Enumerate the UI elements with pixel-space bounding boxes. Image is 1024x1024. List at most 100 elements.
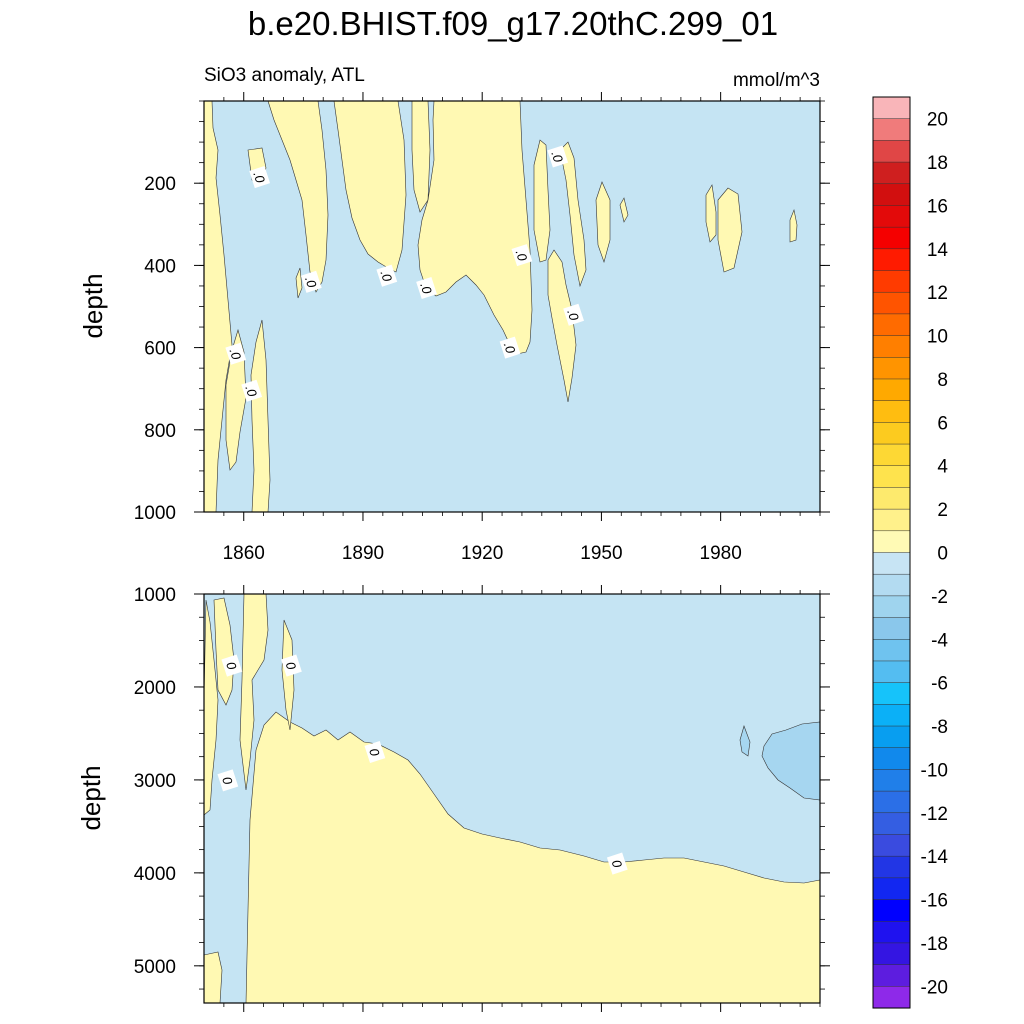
contour-label: 0 [364,740,386,764]
colorbar-swatch [872,96,911,120]
upper-anomaly-region [559,141,587,288]
colorbar-tick-label: -20 [921,977,948,998]
colorbar-swatch [872,465,911,488]
colorbar-swatch [872,183,911,207]
x-tick-label: 1980 [700,543,742,564]
colorbar-swatch [872,508,911,532]
y-tick-label: 1000 [134,585,176,606]
colorbar-swatch [872,530,911,554]
x-tick-label: 1890 [342,543,384,564]
upper-anomaly-region [295,267,303,299]
panel-subtitle-right: mmol/m^3 [733,70,820,91]
colorbar-swatch [872,704,911,727]
colorbar-tick-label: 12 [927,283,948,304]
colorbar-tick-label: 0 [937,544,948,565]
contour-label: .0 [300,270,322,293]
colorbar-swatch [872,877,911,901]
contour-label-background [511,244,533,267]
colorbar-swatch [872,270,911,293]
colorbar-swatch [872,964,911,987]
lower-negative-anomaly-region [761,721,821,801]
colorbar-swatch [872,942,911,966]
contour-label: 0 [221,654,243,677]
chart-title: b.e20.BHIST.f09_g17.20thC.299_01 [248,5,778,42]
contour-label: .0 [376,264,398,287]
colorbar-swatch [872,335,911,358]
contour-label-background [606,852,628,875]
contour-label-background [563,303,584,326]
panel-subtitle-left: SiO3 anomaly, ATL [204,65,365,86]
colorbar-tick-label: 14 [927,240,949,261]
colorbar-swatch [872,248,911,272]
y-tick-label: 4000 [134,864,176,885]
colorbar-tick-label: -18 [921,934,948,955]
y-tick-label: 5000 [134,957,176,978]
colorbar-swatch [872,595,911,619]
contour-label-background [221,654,243,677]
colorbar-tick-label: 18 [927,153,948,174]
upper-anomaly-region [203,100,233,513]
colorbar-swatch [872,422,911,445]
x-tick-label: 1920 [461,543,503,564]
colorbar-swatch [872,769,911,792]
colorbar-swatch [872,986,911,1009]
colorbar-swatch [872,790,911,814]
lower-panel-frame [203,593,821,1004]
colorbar-tick-label: 4 [937,457,948,478]
contour-label: 0 [606,852,628,875]
contour-label-background [249,166,271,189]
colorbar-swatch [872,682,911,705]
colorbar-tick-label: -14 [921,847,949,868]
y-tick-label: 600 [144,339,176,360]
contour-labels-layer: .0 .0 .0 .0 .0 .0 .0 .0 .0 .0 0 0 0 0 0 [217,145,628,875]
upper-anomaly-region [595,181,611,264]
lower-y-axis-label: depth [76,765,106,830]
x-tick-label: 1950 [580,543,622,564]
contour-label: .0 [249,166,271,189]
colorbar-tick-label: -4 [931,630,948,651]
axes-layer: 1860 1890 1920 1950 1980 200 400 600 800 1000 1000… [134,92,830,1012]
colorbar-tick-label: -10 [921,760,948,781]
colorbar-swatch [872,660,911,684]
colorbar-swatch [872,725,911,749]
upper-anomaly-region [533,139,551,263]
lower-anomaly-region [245,711,821,1004]
y-tick-label: 2000 [134,678,176,699]
contour-label: .0 [499,336,521,359]
colorbar-swatch [872,834,911,857]
upper-panel [203,100,821,513]
colorbar-swatch [872,573,911,597]
colorbar-swatch [872,747,911,770]
colorbar-swatch [872,226,911,250]
y-tick-label: 3000 [134,771,176,792]
contour-label-background [364,740,386,764]
upper-anomaly-region [789,208,798,243]
lower-anomaly-region [213,597,235,706]
colorbar-swatch [872,161,911,185]
contour-label: .0 [241,379,263,402]
contour-label: 0 [217,769,239,792]
colorbar-swatch [872,313,911,337]
contour-label: .0 [511,244,533,267]
x-tick-label: 1860 [223,543,265,564]
colorbar-swatch [872,205,911,228]
colorbar-swatch [872,899,911,922]
y-tick-label: 1000 [134,503,176,524]
colorbar-swatch [872,118,911,141]
lower-positive-anomaly-regions [203,593,821,1004]
contour-label: .0 [416,276,437,300]
colorbar-tick-label: 10 [927,327,948,348]
contour-label-background [416,276,437,300]
colorbar-tick-label: -12 [921,804,948,825]
y-tick-label: 400 [144,256,176,277]
colorbar-swatch [872,552,911,575]
upper-positive-anomaly-regions [203,100,798,513]
contour-label-background [547,145,569,168]
colorbar-swatch [872,639,911,662]
y-tick-label: 800 [144,421,176,442]
colorbar-swatch [872,291,911,315]
colorbar-swatch [872,617,911,640]
colorbar-tick-label: -2 [931,587,948,608]
contour-label-background [300,270,322,293]
